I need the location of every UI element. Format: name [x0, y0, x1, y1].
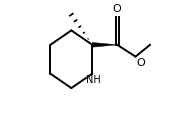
- Text: O: O: [136, 58, 145, 68]
- Polygon shape: [92, 42, 117, 47]
- Text: O: O: [113, 4, 122, 14]
- Text: NH: NH: [86, 75, 101, 85]
